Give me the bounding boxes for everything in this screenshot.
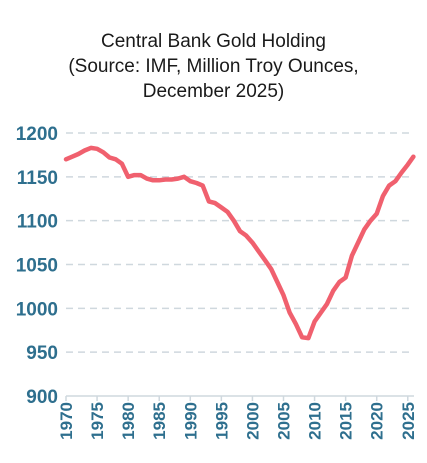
x-tick-label: 2015	[337, 402, 356, 440]
series-layer	[63, 145, 416, 341]
y-tick-label: 1000	[16, 299, 58, 320]
x-tick-label: 1990	[181, 402, 200, 440]
y-tick-label: 950	[26, 343, 58, 364]
x-axis-ticks: 1970 1975 1980 1985 1990 1995 2000 2005 2010 2015…	[57, 396, 418, 440]
chart-title-line-2: (Source: IMF, Million Troy Ounces,	[68, 56, 359, 77]
x-tick-label: 1980	[119, 402, 138, 440]
y-tick-label: 1100	[17, 212, 58, 233]
y-axis-ticks: 900 950 1000 1050 1100 1150 1200	[16, 124, 58, 408]
y-tick-label: 1050	[16, 256, 58, 277]
x-tick-label: 1975	[88, 402, 107, 440]
x-tick-label: 2010	[306, 402, 325, 440]
series-line	[63, 145, 416, 341]
x-tick-label: 2005	[275, 402, 294, 440]
y-tick-label: 900	[26, 387, 58, 408]
x-tick-label: 1995	[212, 402, 231, 440]
chart-title-line-3: December 2025)	[142, 81, 285, 102]
grid-lines	[66, 132, 414, 397]
y-tick-label: 1200	[16, 124, 58, 145]
x-tick-label: 1970	[57, 402, 76, 440]
x-tick-label: 2020	[368, 402, 387, 440]
x-tick-label: 2025	[399, 402, 418, 440]
x-tick-label: 1985	[150, 402, 169, 440]
x-tick-label: 2000	[243, 402, 262, 440]
y-tick-label: 1150	[17, 168, 58, 189]
chart-title-line-1: Central Bank Gold Holding	[101, 31, 326, 52]
